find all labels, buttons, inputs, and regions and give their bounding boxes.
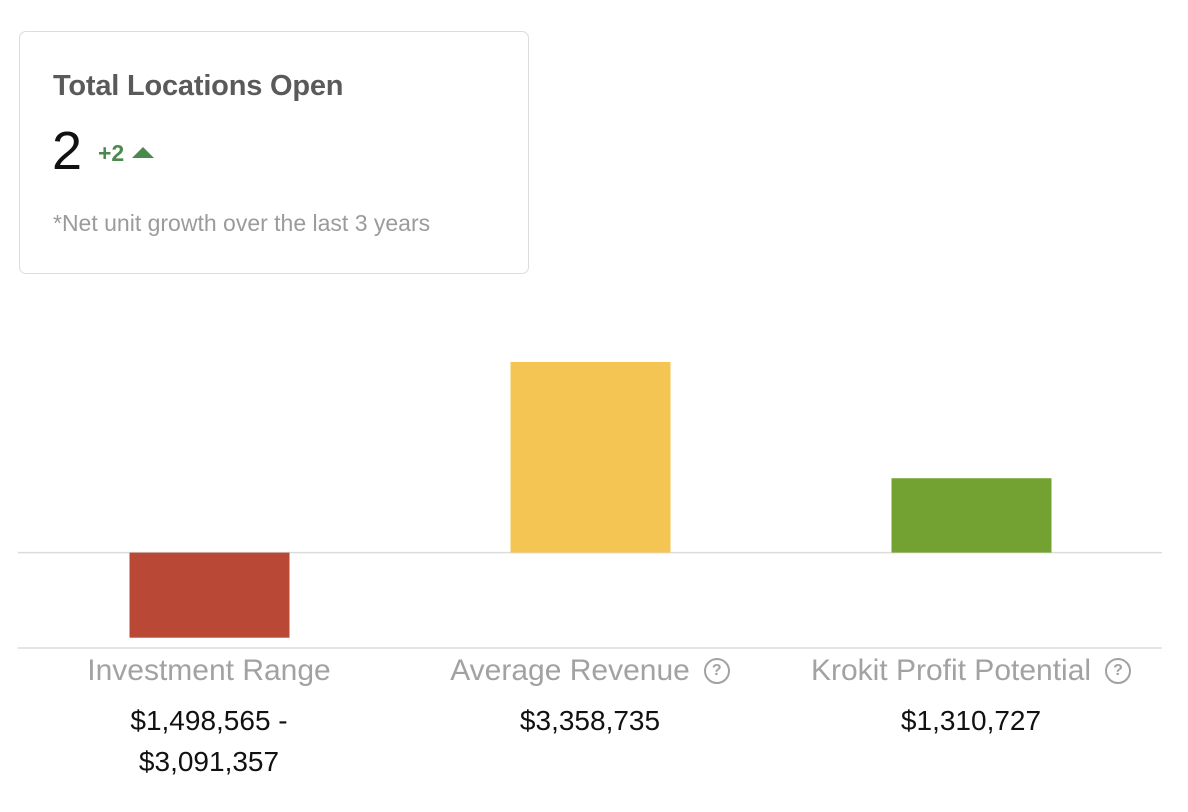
summary-card: Total Locations Open 2 +2 *Net unit grow… <box>19 31 529 274</box>
value-investment-range-line1: $1,498,565 - <box>130 705 288 736</box>
growth-delta: +2 <box>98 140 155 167</box>
label-profit-potential: Krokit Profit Potential ? <box>781 654 1161 688</box>
value-profit-potential: $1,310,727 <box>781 700 1161 741</box>
value-average-revenue-line1: $3,358,735 <box>519 705 661 736</box>
value-profit-potential-line1: $1,310,727 <box>900 705 1042 736</box>
label-profit-potential-text: Krokit Profit Potential <box>810 654 1092 687</box>
triangle-up-icon <box>132 147 155 158</box>
financials-bar-chart <box>18 361 1162 649</box>
value-average-revenue: $3,358,735 <box>400 700 780 741</box>
label-average-revenue-text: Average Revenue <box>450 654 690 687</box>
label-investment-range: Investment Range <box>19 654 399 688</box>
locations-count: 2 <box>52 121 83 181</box>
bar-profit-potential <box>891 478 1052 553</box>
bar-investment-range <box>129 552 290 638</box>
label-average-revenue: Average Revenue ? <box>400 654 780 688</box>
bar-average-revenue <box>510 361 671 553</box>
value-investment-range: $1,498,565 - $3,091,357 <box>19 700 399 782</box>
question-circle-icon[interactable]: ? <box>703 658 730 684</box>
value-investment-range-line2: $3,091,357 <box>138 746 280 777</box>
label-investment-range-text: Investment Range <box>87 654 331 687</box>
question-circle-icon[interactable]: ? <box>1105 658 1132 684</box>
summary-card-note: *Net unit growth over the last 3 years <box>53 210 431 236</box>
growth-delta-value: +2 <box>98 140 125 166</box>
summary-card-title: Total Locations Open <box>53 70 344 102</box>
